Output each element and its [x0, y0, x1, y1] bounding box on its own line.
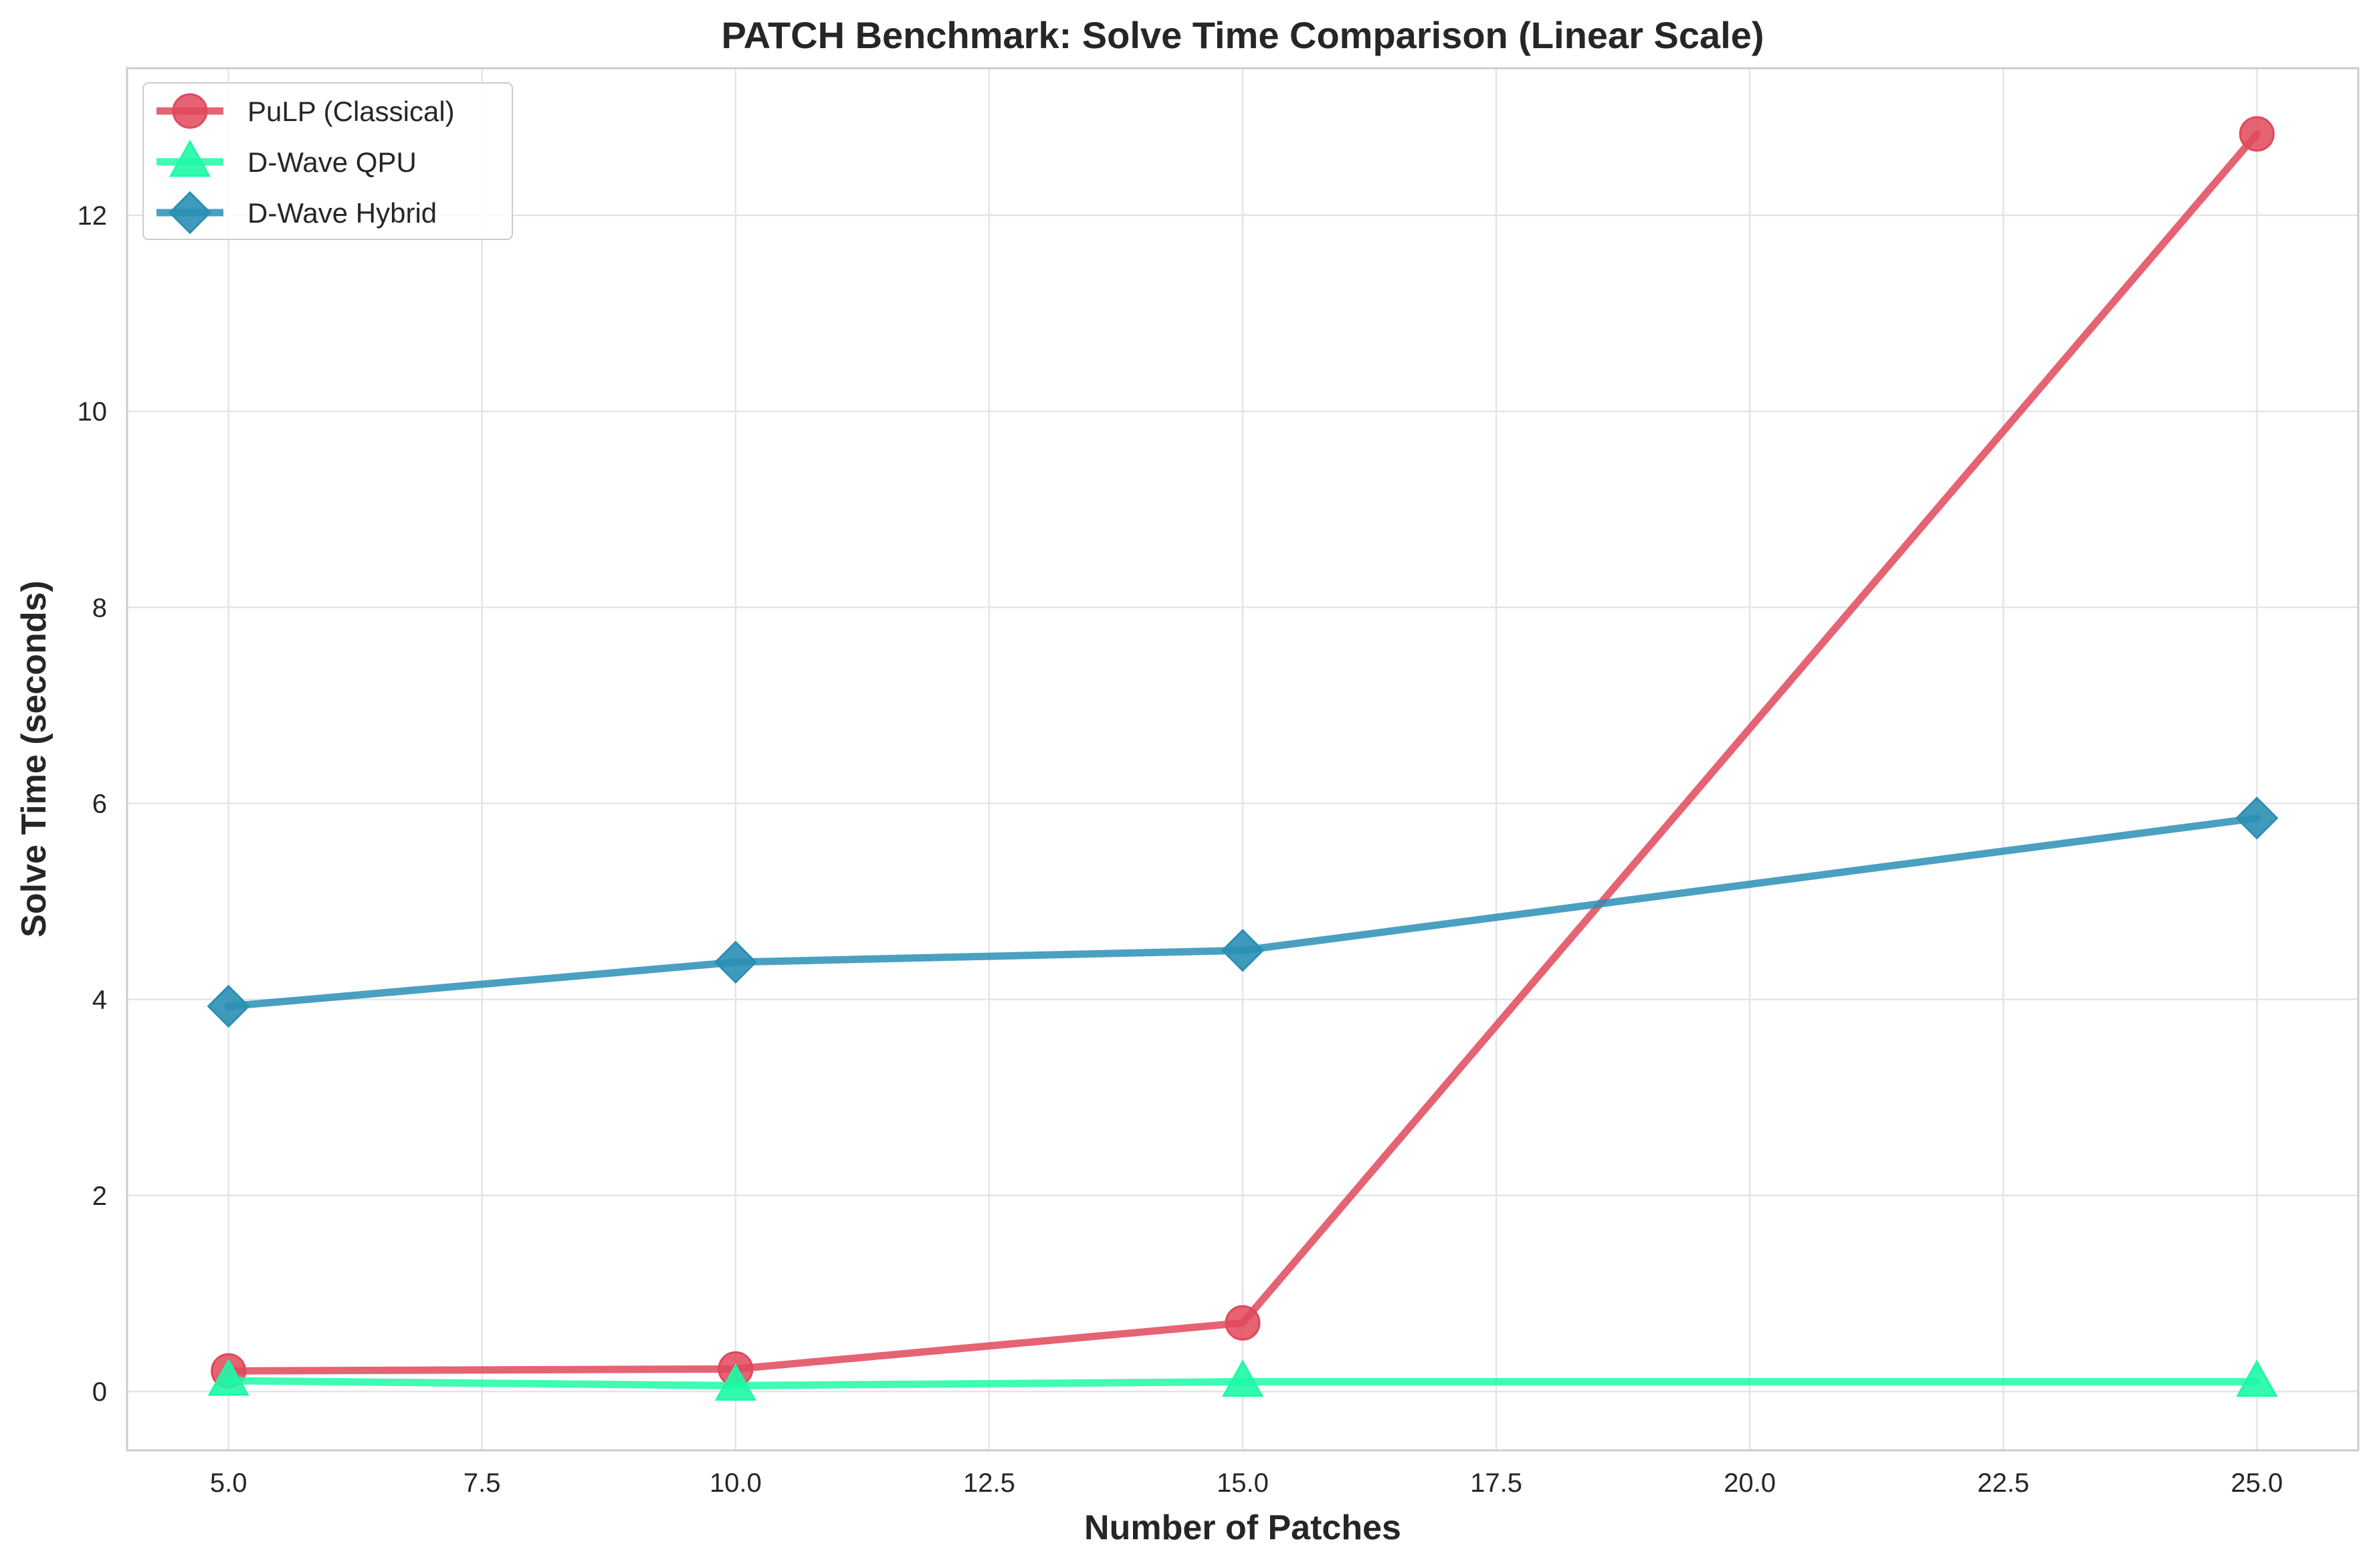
legend-item: PuLP (Classical): [157, 93, 455, 129]
x-tick-label: 15.0: [1217, 1468, 1269, 1498]
legend-label: D-Wave Hybrid: [247, 197, 437, 229]
legend-marker: [168, 191, 212, 235]
data-point: [714, 940, 757, 984]
legend-box: [142, 82, 513, 240]
legend-item: D-Wave Hybrid: [157, 191, 437, 235]
data-point: [207, 984, 250, 1028]
series-line: [225, 1377, 2261, 1389]
series-line: [225, 130, 2261, 1375]
y-tick-label: 4: [92, 986, 107, 1015]
data-point: [1221, 929, 1265, 972]
y-tick-label: 6: [92, 789, 107, 818]
data-point: [2235, 796, 2279, 840]
plot-frame: [126, 67, 2360, 1452]
data-point: [1225, 1305, 1261, 1341]
y-tick-labels: 0 2 4 6 8 10 12: [78, 201, 108, 1407]
x-tick-labels: 5.0 7.5 10.0 12.5 15.0 17.5 20.0 22.5 25.0: [210, 1468, 2283, 1498]
data-point: [1221, 1359, 1264, 1397]
data-point: [2236, 1359, 2278, 1397]
y-axis-label: Solve Time (seconds): [15, 580, 54, 937]
x-tick-label: 7.5: [463, 1468, 501, 1498]
x-tick-label: 17.5: [1470, 1468, 1522, 1498]
legend-marker: [172, 93, 208, 129]
y-tick-label: 8: [92, 593, 107, 623]
x-tick-label: 5.0: [210, 1468, 247, 1498]
x-tick-label: 25.0: [2231, 1468, 2283, 1498]
x-tick-label: 10.0: [710, 1468, 762, 1498]
chart-title: PATCH Benchmark: Solve Time Comparison (…: [721, 14, 1764, 56]
legend-label: D-Wave QPU: [247, 146, 417, 178]
y-tick-label: 2: [92, 1182, 107, 1211]
series-line: [225, 814, 2261, 1010]
data-point: [714, 1363, 756, 1401]
y-tick-label: 12: [78, 201, 108, 231]
legend-item: D-Wave QPU: [157, 139, 417, 178]
legend: PuLP (Classical) D-Wave QPU D-Wave Hybrid: [142, 82, 513, 240]
series-1: [207, 1358, 2278, 1401]
x-tick-label: 20.0: [1724, 1468, 1776, 1498]
series-lines: [207, 116, 2279, 1401]
data-point: [207, 1358, 249, 1396]
series-2: [207, 796, 2279, 1028]
legend-label: PuLP (Classical): [247, 96, 455, 127]
x-axis-label: Number of Patches: [1084, 1508, 1401, 1547]
x-tick-label: 22.5: [1977, 1468, 2029, 1498]
y-tick-label: 10: [78, 397, 108, 427]
legend-marker: [169, 139, 211, 177]
x-tick-label: 12.5: [963, 1468, 1015, 1498]
data-point: [2239, 116, 2275, 152]
y-tick-label: 0: [92, 1377, 107, 1407]
